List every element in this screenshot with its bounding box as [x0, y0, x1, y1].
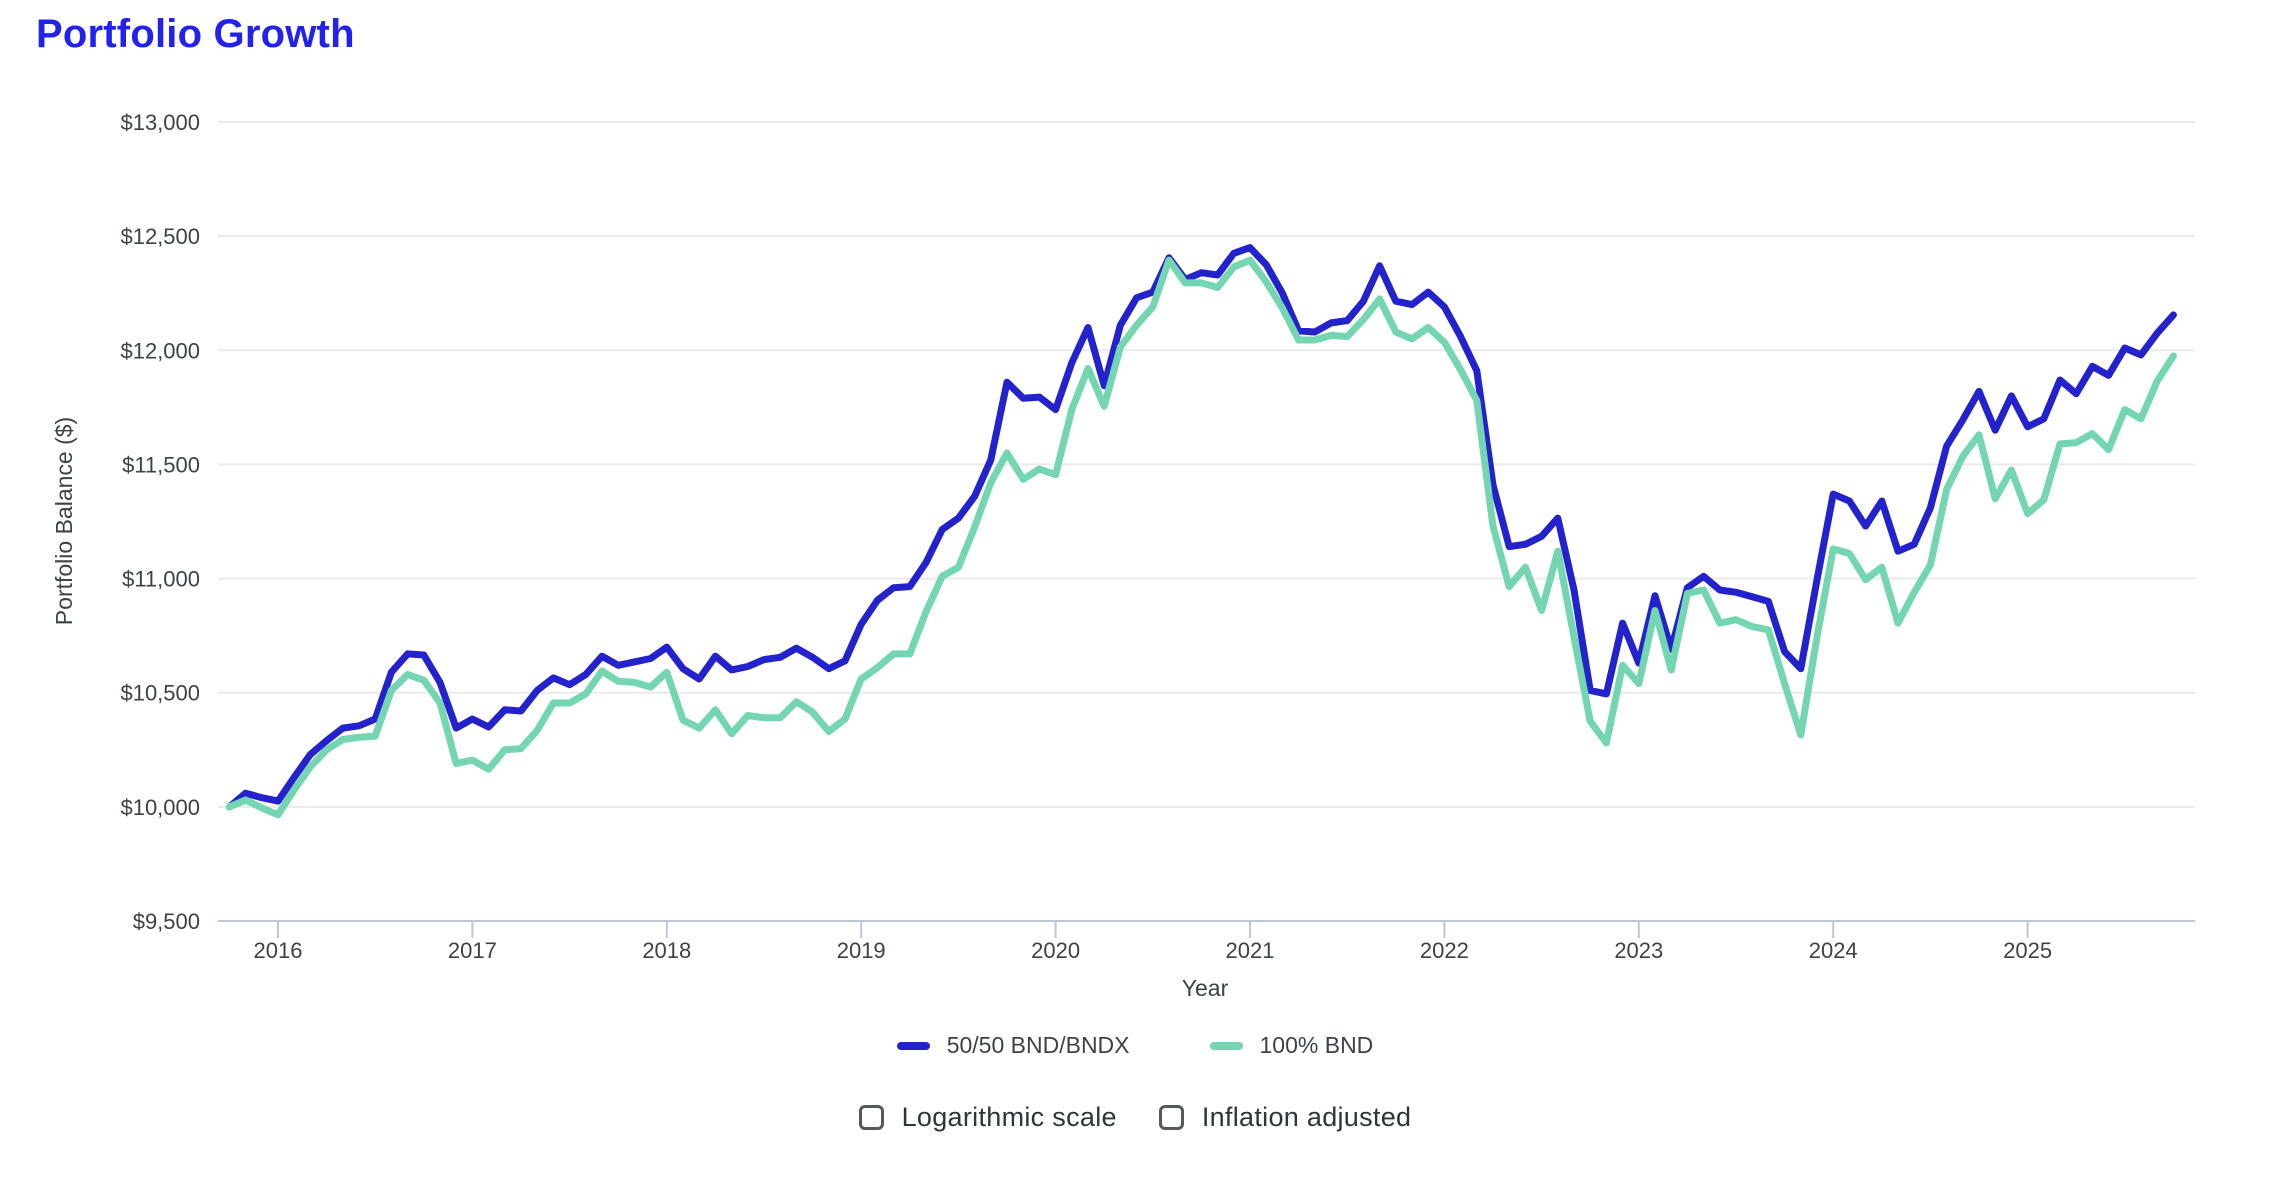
chart-legend: 50/50 BND/BNDX 100% BND [0, 1032, 2270, 1059]
x-axis-title: Year [1182, 975, 1229, 1001]
page-title: Portfolio Growth [36, 12, 355, 56]
x-tick-label: 2021 [1226, 938, 1275, 963]
legend-swatch-icon [896, 1041, 930, 1050]
y-tick-label: $9,500 [133, 909, 200, 934]
series-line-100-bnd [225, 256, 2177, 819]
x-tick-label: 2022 [1420, 938, 1469, 963]
series-lines [225, 244, 2177, 819]
x-tick-label: 2024 [1809, 938, 1858, 963]
y-tick-label: $11,500 [122, 452, 200, 477]
x-tick-label: 2025 [2003, 938, 2052, 963]
x-tick-label: 2023 [1614, 938, 1663, 963]
legend-label: 100% BND [1259, 1032, 1374, 1058]
checkbox-label-inflation-adjusted: Inflation adjusted [1201, 1102, 1412, 1132]
legend-item-100-bnd[interactable]: 100% BND [1209, 1032, 1374, 1059]
y-tick-label: $13,000 [120, 110, 200, 135]
y-axis-title: Portfolio Balance ($) [51, 417, 77, 625]
y-tick-label: $12,000 [120, 338, 200, 363]
axes [218, 920, 2195, 938]
axis-tick-labels: $13,000 $12,500 $12,000 $11,500 $11,000 $10,5… [120, 110, 2052, 963]
y-tick-label: $10,000 [120, 795, 200, 820]
legend-swatch-icon [1209, 1041, 1243, 1050]
x-tick-label: 2017 [448, 938, 497, 963]
gridlines [218, 121, 2195, 808]
checkbox-group-logarithmic-scale[interactable]: Logarithmic scale [858, 1102, 1117, 1133]
checkbox-logarithmic-scale[interactable] [858, 1105, 884, 1130]
y-tick-label: $12,500 [120, 224, 200, 249]
x-tick-label: 2019 [837, 938, 886, 963]
checkbox-inflation-adjusted[interactable] [1158, 1105, 1184, 1130]
chart-options: Logarithmic scale Inflation adjusted [0, 1102, 2270, 1133]
y-tick-label: $10,500 [120, 681, 200, 706]
x-tick-label: 2018 [642, 938, 691, 963]
legend-item-50-50-bnd-bndx[interactable]: 50/50 BND/BNDX [896, 1032, 1130, 1059]
x-tick-label: 2020 [1031, 938, 1080, 963]
checkbox-label-logarithmic-scale: Logarithmic scale [901, 1102, 1117, 1132]
series-line-50-50-bnd-bndx [225, 244, 2177, 811]
checkbox-group-inflation-adjusted[interactable]: Inflation adjusted [1158, 1102, 1412, 1133]
y-tick-label: $11,000 [122, 567, 200, 592]
x-tick-label: 2016 [254, 938, 303, 963]
legend-label: 50/50 BND/BNDX [946, 1032, 1130, 1058]
